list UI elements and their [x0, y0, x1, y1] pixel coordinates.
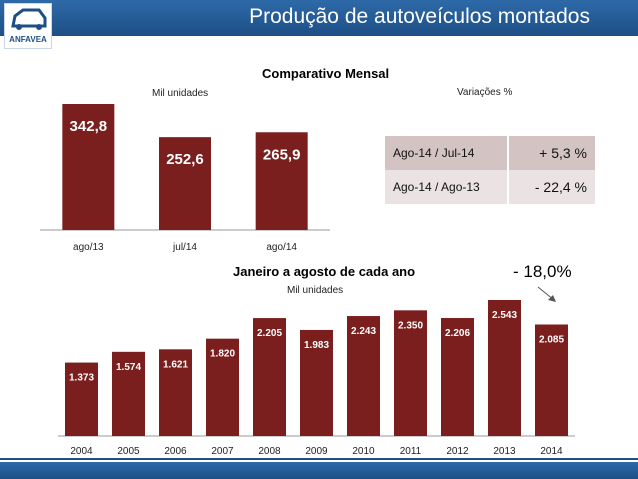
variation-row: Ago-14 / Ago-13 - 22,4 % [385, 170, 595, 204]
variation-value: + 5,3 % [507, 136, 595, 170]
x-tick-label: 2006 [164, 446, 187, 457]
yearly-delta-label: - 18,0% [513, 262, 572, 281]
variation-label: Ago-14 / Ago-13 [385, 170, 508, 204]
data-label: 1.820 [210, 349, 235, 360]
variation-row: Ago-14 / Jul-14 + 5,3 % [385, 136, 595, 170]
logo-text: ANFAVEA [9, 35, 47, 44]
variation-value: - 22,4 % [507, 170, 595, 204]
data-label: 2.350 [398, 320, 423, 331]
bar [206, 338, 239, 436]
data-label: 2.205 [257, 328, 282, 339]
data-label: 1.983 [304, 340, 329, 351]
x-tick-label: 2010 [352, 446, 375, 457]
variations-label: Variações % [457, 87, 513, 98]
x-tick-label: 2013 [493, 446, 516, 457]
yearly-chart-title: Janeiro a agosto de cada ano [233, 264, 416, 279]
data-label: 2.243 [351, 326, 376, 337]
car-logo-icon [11, 8, 47, 30]
x-tick-label: ago/14 [266, 242, 297, 253]
bar [441, 318, 474, 436]
anfavea-logo: ANFAVEA [4, 3, 52, 49]
x-tick-label: 2011 [400, 446, 422, 457]
x-tick-label: 2004 [70, 446, 93, 457]
data-label: 2.085 [539, 334, 564, 345]
bar [253, 318, 286, 436]
bar [255, 132, 308, 230]
bar [488, 300, 521, 436]
bar [347, 316, 380, 436]
data-label: 1.574 [116, 362, 141, 373]
x-tick-label: 2009 [305, 446, 328, 457]
header-bar: Produção de autoveículos montados [0, 0, 638, 36]
bar [112, 351, 145, 436]
bar [300, 329, 333, 436]
x-tick-label: 2008 [258, 446, 281, 457]
arrow-head-icon [548, 295, 556, 302]
x-tick-label: ago/13 [73, 242, 104, 253]
footer-line [0, 458, 638, 460]
monthly-unit-label: Mil unidades [152, 88, 209, 99]
data-label: 342,8 [70, 118, 108, 135]
data-label: 1.621 [163, 359, 188, 370]
data-label: 2.543 [492, 310, 517, 321]
x-tick-label: jul/14 [172, 242, 197, 253]
x-tick-label: 2012 [446, 446, 469, 457]
data-label: 265,9 [263, 146, 301, 163]
yearly-unit-label: Mil unidades [287, 285, 344, 296]
variations-table: Ago-14 / Jul-14 + 5,3 % Ago-14 / Ago-13 … [385, 136, 595, 204]
bar [159, 137, 211, 230]
variation-label: Ago-14 / Jul-14 [385, 136, 508, 170]
data-label: 2.206 [445, 328, 470, 339]
page-title: Produção de autoveículos montados [249, 5, 590, 28]
data-label: 252,6 [166, 151, 204, 168]
x-tick-label: 2014 [540, 446, 563, 457]
x-tick-label: 2007 [211, 446, 234, 457]
bar [62, 104, 115, 230]
x-tick-label: 2005 [117, 446, 140, 457]
bar [159, 349, 192, 436]
bar [65, 362, 98, 436]
bar [394, 310, 427, 436]
monthly-chart-title: Comparativo Mensal [262, 66, 390, 81]
data-label: 1.373 [69, 373, 94, 384]
bar [535, 324, 568, 436]
footer-bar [0, 462, 638, 479]
